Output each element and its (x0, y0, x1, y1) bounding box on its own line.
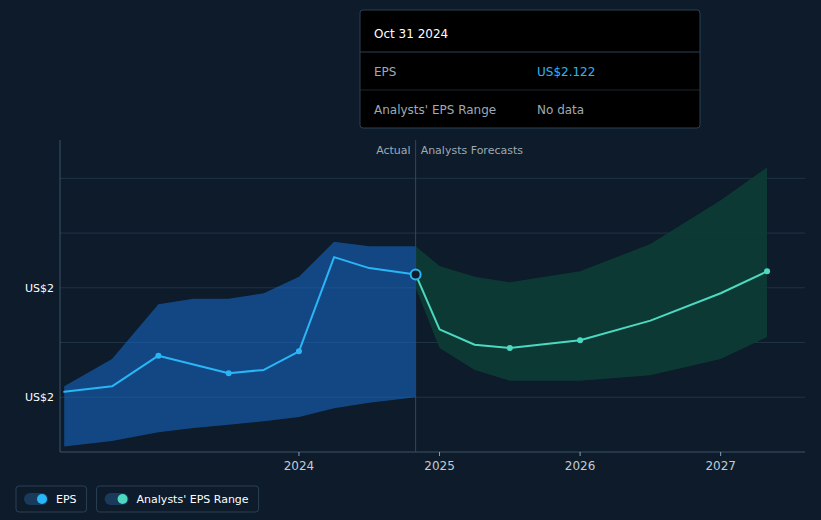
legend-item[interactable]: Analysts' EPS Range (97, 486, 259, 512)
range-band (416, 167, 767, 380)
background (0, 0, 821, 520)
tooltip-box (360, 10, 700, 128)
tooltip-value: No data (537, 103, 584, 117)
x-tick (580, 452, 581, 456)
transition-point (411, 269, 421, 279)
section-label: Actual (376, 144, 410, 157)
point (764, 268, 770, 274)
x-tick-label: 2026 (565, 459, 596, 473)
chart: 2024 2025 2026 2027 US$2 US$2 Actual Analysts F… (0, 0, 821, 520)
eps-line (416, 271, 767, 348)
section-label: Analysts Forecasts (421, 144, 524, 157)
y-axis-line (60, 140, 61, 452)
point (507, 345, 513, 351)
tooltip-label: EPS (374, 65, 396, 79)
legend-toggle (105, 493, 129, 505)
legend-box (97, 486, 259, 512)
point (226, 370, 232, 376)
legend-swatch (37, 494, 47, 504)
legend-swatch (118, 494, 128, 504)
legend-label: Analysts' EPS Range (137, 493, 249, 506)
x-axis-line (60, 452, 805, 453)
divider-line (415, 140, 416, 452)
legend-toggle (24, 493, 48, 505)
tooltip-separator (360, 90, 700, 91)
point (296, 348, 302, 354)
x-tick (720, 452, 721, 456)
x-tick-label: 2024 (284, 459, 315, 473)
legend-item[interactable]: EPS (16, 486, 87, 512)
tooltip: Oct 31 2024 EPS US$2.122 Analysts' EPS Rang… (360, 10, 700, 128)
tooltip-title: Oct 31 2024 (374, 27, 448, 41)
y-annotation: US$2 (25, 282, 54, 295)
point (577, 337, 583, 343)
x-tick-label: 2027 (705, 459, 736, 473)
x-tick (298, 452, 299, 456)
tooltip-label: Analysts' EPS Range (374, 103, 496, 117)
legend-box (16, 486, 87, 512)
x-tick-label: 2025 (424, 459, 455, 473)
y-annotation: US$2 (25, 391, 54, 404)
plot-area (64, 140, 770, 452)
point (155, 353, 161, 359)
grid-line (60, 178, 805, 179)
range-band (64, 242, 415, 447)
legend: EPS Analysts' EPS Range (16, 486, 259, 512)
x-tick (439, 452, 440, 456)
legend-label: EPS (56, 493, 77, 506)
tooltip-value: US$2.122 (537, 65, 595, 79)
tooltip-separator (360, 52, 700, 53)
eps-line (64, 257, 415, 392)
